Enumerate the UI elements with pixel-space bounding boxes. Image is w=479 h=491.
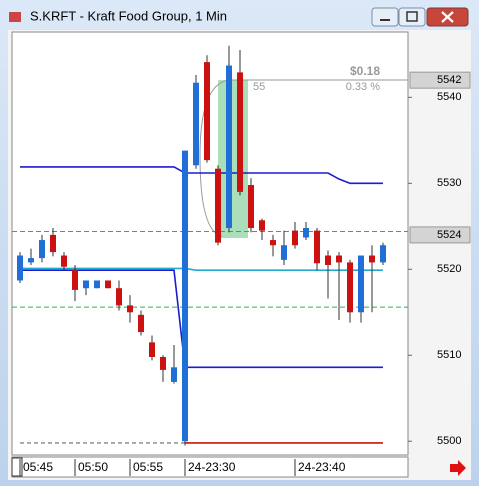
candle-body [336, 255, 342, 263]
candle-body [226, 65, 232, 229]
overlay-line [20, 166, 383, 185]
candle-body [72, 270, 78, 290]
candle-body [149, 342, 155, 357]
candle-body [347, 262, 353, 313]
price-change: $0.18 [350, 64, 380, 78]
bar-count: 55 [253, 81, 265, 93]
candle-body [358, 255, 364, 313]
candle-body [325, 255, 331, 265]
price-marker [409, 226, 471, 244]
scroll-handle[interactable] [11, 457, 23, 477]
candle-body [39, 240, 45, 259]
candle-body [28, 258, 34, 263]
candle-body [237, 72, 243, 192]
candle-body [270, 240, 276, 246]
minimize-button[interactable] [371, 7, 399, 27]
candle-body [83, 280, 89, 289]
selection-bracket [199, 79, 233, 237]
candle-body [292, 230, 298, 246]
window-title: S.KRFT - Kraft Food Group, 1 Min [30, 8, 227, 23]
y-tick-label: 5540 [437, 91, 461, 103]
selection-highlight [218, 80, 248, 238]
candle-body [248, 185, 254, 229]
candle-body [259, 220, 265, 231]
overlay-line [20, 269, 383, 369]
candle-body [127, 305, 133, 313]
candle-body [116, 288, 122, 306]
price-marker [409, 71, 471, 89]
y-tick-label: 5520 [437, 263, 461, 275]
candle-body [182, 150, 188, 442]
close-glyph [441, 11, 454, 23]
candle-body [215, 168, 221, 243]
candle-body [281, 245, 287, 260]
scroll-right-arrow[interactable] [450, 460, 466, 476]
candle-body [50, 234, 56, 253]
percent-change: 0.33 % [346, 81, 380, 93]
candle-body [17, 255, 23, 281]
y-tick-label: 5500 [437, 435, 461, 447]
candle-body [303, 228, 309, 238]
x-tick-label: 24-23:40 [298, 460, 346, 474]
candle-body [160, 356, 166, 370]
candle-body [380, 245, 386, 263]
y-tick-label: 5530 [437, 177, 461, 189]
x-tick-label: 05:50 [78, 460, 108, 474]
candle-body [94, 280, 100, 289]
x-tick-label: 05:45 [23, 460, 53, 474]
app-icon [9, 12, 21, 22]
candle-body [138, 314, 144, 333]
y-tick-label: 5510 [437, 349, 461, 361]
price-marker-label: 5524 [437, 229, 461, 241]
maximize-glyph [406, 11, 418, 22]
candle-body [369, 255, 375, 263]
x-tick-label: 05:55 [133, 460, 163, 474]
x-tick-label: 24-23:30 [188, 460, 236, 474]
maximize-button[interactable] [398, 7, 426, 27]
price-marker-label: 5542 [437, 74, 461, 86]
candle-body [171, 367, 177, 382]
candle-body [193, 82, 199, 166]
candle-body [314, 230, 320, 264]
candle-body [105, 280, 111, 289]
overlay-line [20, 267, 383, 271]
candle-body [61, 255, 67, 267]
candle-body [204, 62, 210, 161]
